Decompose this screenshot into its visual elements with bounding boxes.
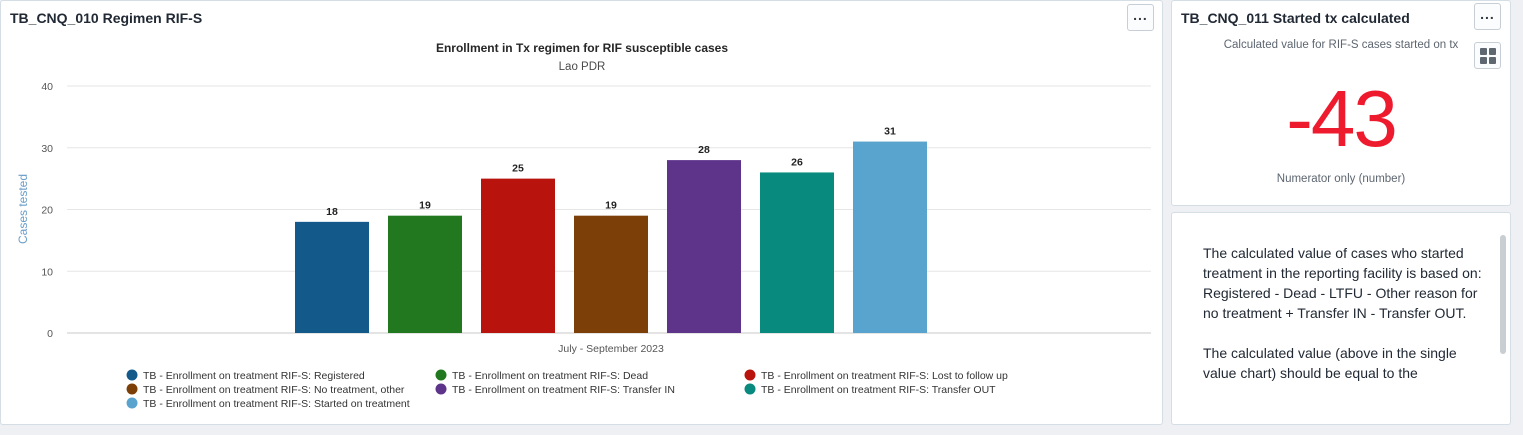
data-label: 19: [419, 200, 431, 212]
y-tick-label: 10: [41, 266, 53, 278]
bar[interactable]: [760, 172, 834, 333]
legend: TB - Enrollment on treatment RIF-S: Regi…: [126, 369, 1008, 410]
chart-title: Enrollment in Tx regimen for RIF suscept…: [436, 41, 728, 55]
y-tick-label: 0: [47, 328, 53, 340]
chart-card: TB_CNQ_010 Regimen RIF-S ... Enrollment …: [0, 0, 1163, 425]
legend-marker: [435, 383, 447, 395]
data-label: 31: [884, 126, 896, 138]
bars: [295, 141, 927, 333]
legend-item[interactable]: TB - Enrollment on treatment RIF-S: Tran…: [761, 384, 996, 396]
x-tick-label: July - September 2023: [558, 343, 664, 355]
text-card-content: The calculated value of cases who starte…: [1203, 243, 1493, 403]
legend-marker: [126, 383, 138, 395]
legend-marker: [435, 369, 447, 381]
text-paragraph: The calculated value of cases who starte…: [1203, 245, 1482, 321]
legend-marker: [744, 369, 756, 381]
legend-item[interactable]: TB - Enrollment on treatment RIF-S: Tran…: [452, 384, 675, 396]
single-value-subtitle: Calculated value for RIF-S cases started…: [1223, 39, 1459, 51]
data-label: 28: [698, 144, 710, 156]
legend-item[interactable]: TB - Enrollment on treatment RIF-S: Dead: [452, 370, 648, 382]
bar-chart: Enrollment in Tx regimen for RIF suscept…: [16, 41, 1151, 410]
visualization-type-button[interactable]: [1474, 42, 1501, 69]
bar[interactable]: [481, 178, 555, 333]
legend-item[interactable]: TB - Enrollment on treatment RIF-S: No t…: [143, 384, 405, 396]
data-labels: 18 19 25 19 28 26 31: [326, 126, 896, 218]
chart-card-title: TB_CNQ_010 Regimen RIF-S: [10, 10, 203, 26]
y-tick-label: 30: [41, 143, 53, 155]
chart-subtitle: Lao PDR: [559, 61, 606, 73]
y-axis-label: Cases tested: [16, 174, 30, 244]
single-value-caption: Numerator only (number): [1276, 173, 1406, 185]
legend-marker: [744, 383, 756, 395]
single-value-card-title: TB_CNQ_011 Started tx calculated: [1181, 10, 1410, 26]
data-label: 19: [605, 200, 617, 212]
single-value-number: -43: [1286, 74, 1398, 163]
chart-menu-button[interactable]: ...: [1127, 4, 1154, 31]
legend-marker: [126, 369, 138, 381]
bar[interactable]: [295, 221, 369, 333]
bar[interactable]: [574, 215, 648, 333]
y-tick-label: 20: [41, 205, 53, 217]
single-value-menu-button[interactable]: ...: [1474, 3, 1501, 30]
legend-item[interactable]: TB - Enrollment on treatment RIF-S: Star…: [143, 398, 410, 410]
bar[interactable]: [853, 141, 927, 333]
text-card: The calculated value of cases who starte…: [1171, 212, 1511, 425]
data-label: 18: [326, 206, 338, 218]
data-label: 25: [512, 163, 524, 175]
ellipsis-icon: ...: [1133, 6, 1148, 23]
bar[interactable]: [667, 160, 741, 333]
y-tick-label: 40: [41, 81, 53, 93]
data-label: 26: [791, 156, 803, 168]
single-value-card: TB_CNQ_011 Started tx calculated Calcula…: [1171, 0, 1511, 206]
legend-item[interactable]: TB - Enrollment on treatment RIF-S: Lost…: [761, 370, 1008, 382]
text-paragraph: The calculated value (above in the singl…: [1203, 345, 1457, 381]
text-card-scrollbar[interactable]: [1500, 235, 1506, 354]
ellipsis-icon: ...: [1480, 5, 1495, 22]
legend-item[interactable]: TB - Enrollment on treatment RIF-S: Regi…: [143, 370, 365, 382]
legend-marker: [126, 397, 138, 409]
bar[interactable]: [388, 215, 462, 333]
